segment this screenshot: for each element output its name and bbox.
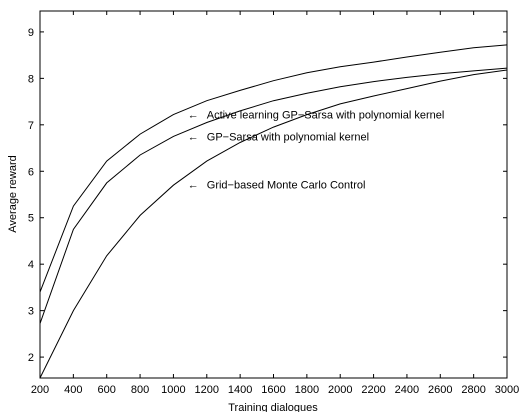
y-tick-label: 7 — [28, 120, 34, 132]
x-axis-label: Training dialogues — [228, 402, 318, 412]
series-line-gp-sarsa — [39, 67, 508, 324]
y-axis: 2 3 4 5 6 7 8 9 — [28, 27, 507, 364]
y-tick-label: 9 — [28, 27, 34, 39]
x-tick-label: 1400 — [228, 384, 252, 396]
y-tick-label: 4 — [28, 259, 34, 271]
series-line-active-learning-gp-sarsa — [39, 44, 508, 293]
annotation-arrow: ← — [188, 110, 199, 122]
y-axis-label: Average reward — [7, 155, 19, 232]
x-tick-label: 400 — [64, 384, 82, 396]
annotation-label: Active learning GP−Sarsa with polynomial… — [207, 110, 445, 122]
x-tick-label: 1000 — [161, 384, 185, 396]
y-tick-label: 3 — [28, 306, 34, 318]
annotation-label: Grid−based Monte Carlo Control — [207, 179, 366, 191]
x-tick-label: 2800 — [461, 384, 485, 396]
x-tick-label: 1800 — [295, 384, 319, 396]
y-tick-label: 5 — [28, 213, 34, 225]
x-tick-label: 3000 — [495, 384, 519, 396]
y-tick-label: 8 — [28, 73, 34, 85]
x-axis: 200 400 600 800 1000 1200 1400 1600 1800 2000 2200… — [31, 11, 519, 396]
series-line-grid-monte-carlo — [39, 69, 508, 379]
x-tick-label: 2200 — [361, 384, 385, 396]
x-tick-label: 200 — [31, 384, 49, 396]
annotation-arrow: ← — [188, 179, 199, 191]
annotation-arrow: ← — [188, 131, 199, 143]
x-tick-label: 2600 — [428, 384, 452, 396]
x-tick-label: 600 — [98, 384, 116, 396]
x-tick-label: 2400 — [395, 384, 419, 396]
x-tick-label: 2000 — [328, 384, 352, 396]
x-tick-label: 800 — [131, 384, 149, 396]
annotation-label: GP−Sarsa with polynomial kernel — [207, 131, 369, 143]
y-tick-label: 6 — [28, 166, 34, 178]
annotation-layer: ← Active learning GP−Sarsa with polynomia… — [188, 110, 445, 192]
x-tick-label: 1200 — [195, 384, 219, 396]
y-tick-label: 2 — [28, 352, 34, 364]
x-tick-label: 1600 — [261, 384, 285, 396]
series-layer — [39, 44, 508, 379]
plot-area-frame — [39, 10, 508, 379]
